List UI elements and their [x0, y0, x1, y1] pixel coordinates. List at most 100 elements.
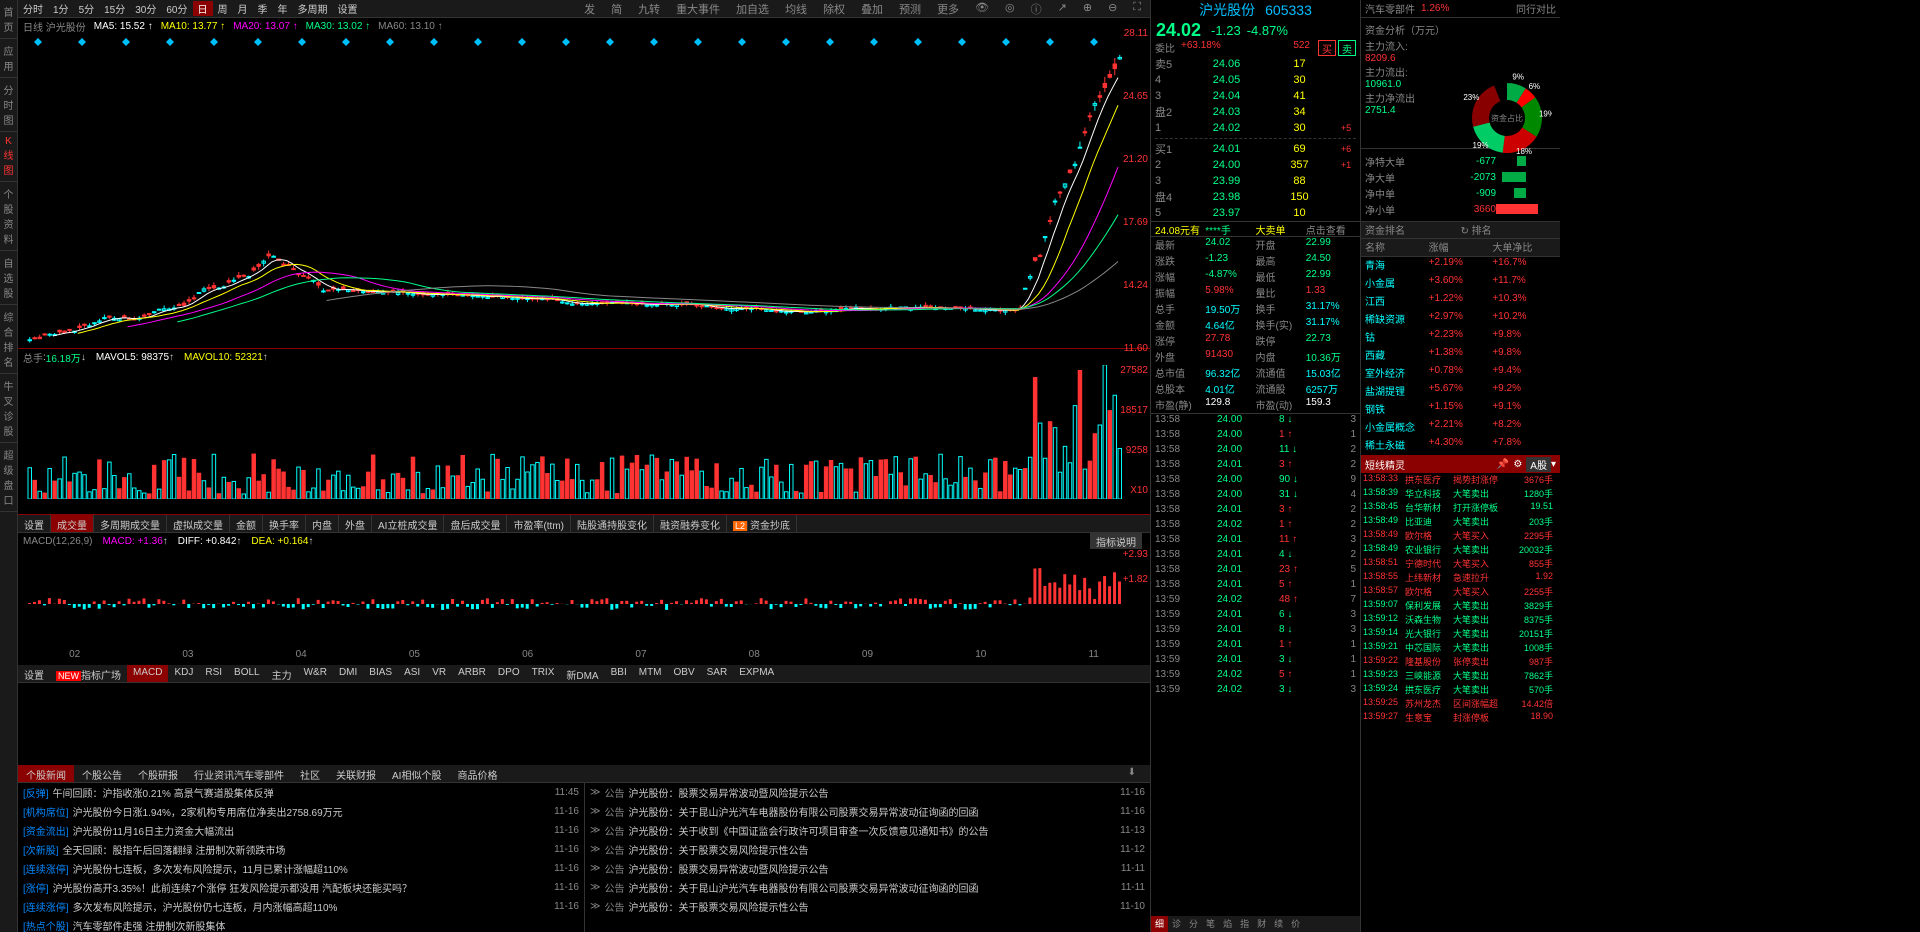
indicator-tab[interactable]: RSI — [199, 665, 228, 682]
news-tab[interactable]: 行业资讯汽车零部件 — [186, 765, 292, 782]
rank-row[interactable]: 小金属概念+2.21%+8.2% — [1361, 419, 1560, 437]
indicator-tab[interactable]: BOLL — [228, 665, 266, 682]
vol-tab[interactable]: 成交量 — [51, 515, 94, 532]
news-item[interactable]: [热点个股]汽车零部件走强 注册制次新股集体 — [18, 916, 584, 932]
rank-row[interactable]: 钴+2.23%+9.8% — [1361, 329, 1560, 347]
vol-tab[interactable]: 盘后成交量 — [444, 515, 507, 532]
toolbar-icon[interactable]: ⓘ — [1026, 1, 1047, 17]
news-tab[interactable]: 个股公告 — [74, 765, 130, 782]
buy-row[interactable]: 323.9988 — [1155, 173, 1356, 189]
timeframe-tab[interactable]: 15分 — [99, 1, 130, 16]
indicator-tab[interactable]: 设置 — [18, 665, 50, 682]
news-item[interactable]: ≫公告沪光股份：关于收到《中国证监会行政许可项目审查一次反馈意见通知书》的公告1… — [585, 821, 1150, 840]
bottom-tab[interactable]: 诊 — [1168, 916, 1185, 932]
nav-item[interactable]: 分时图 — [0, 78, 17, 132]
vol-tab[interactable]: 多周期成交量 — [94, 515, 167, 532]
vol-tab[interactable]: 融资融券变化 — [654, 515, 727, 532]
alert-row[interactable]: 13:59:22隆基股份张停卖出987手 — [1361, 655, 1560, 669]
alert-row[interactable]: 13:59:14光大银行大笔卖出20151手 — [1361, 627, 1560, 641]
rank-row[interactable]: 小金属+3.60%+11.7% — [1361, 275, 1560, 293]
news-tab[interactable]: 社区 — [292, 765, 328, 782]
indicator-tab[interactable]: SAR — [701, 665, 734, 682]
timeframe-tab[interactable]: 周 — [213, 1, 233, 16]
vol-tab[interactable]: 外盘 — [339, 515, 372, 532]
alert-row[interactable]: 13:58:49欧尔格大笔买入2295手 — [1361, 529, 1560, 543]
indicator-tab[interactable]: KDJ — [168, 665, 199, 682]
indicator-tab[interactable]: VR — [426, 665, 452, 682]
toolbar-btn[interactable]: 叠加 — [856, 1, 888, 17]
rank-row[interactable]: 江西+1.22%+10.3% — [1361, 293, 1560, 311]
bottom-tab[interactable]: 财 — [1253, 916, 1270, 932]
timeframe-tab[interactable]: 5分 — [74, 1, 100, 16]
news-item[interactable]: ≫公告沪光股份：关于昆山沪光汽车电器股份有限公司股票交易异常波动征询函的回函11… — [585, 878, 1150, 897]
pin-icon[interactable]: 📌 — [1497, 459, 1509, 470]
news-item[interactable]: ≫公告沪光股份：股票交易异常波动暨风险提示公告11-11 — [585, 859, 1150, 878]
nav-item[interactable]: K线图 — [0, 132, 17, 182]
rank-row[interactable]: 钢铁+1.15%+9.1% — [1361, 401, 1560, 419]
rank-row[interactable]: 西藏+1.38%+9.8% — [1361, 347, 1560, 365]
vol-tab[interactable]: AI立桩成交量 — [372, 515, 444, 532]
bottom-tab[interactable]: 价 — [1287, 916, 1304, 932]
toolbar-btn[interactable]: 简 — [606, 1, 627, 17]
rank-row[interactable]: 盐湖提锂+5.67%+9.2% — [1361, 383, 1560, 401]
news-item[interactable]: [连续涨停]沪光股份七连板，多次发布风险提示，11月已累计涨幅超110%11-1… — [18, 859, 584, 878]
alert-row[interactable]: 13:58:49比亚迪大笔卖出203手 — [1361, 515, 1560, 529]
indicator-tab[interactable]: 新DMA — [560, 665, 604, 682]
buy-row[interactable]: 买124.0169+6 — [1155, 141, 1356, 157]
news-item[interactable]: [连续涨停]多次发布风险提示，沪光股份仍七连板，月内涨幅高超110%11-16 — [18, 897, 584, 916]
timeframe-tab[interactable]: 月 — [233, 1, 253, 16]
compare-button[interactable]: 同行对比 — [1516, 1, 1556, 16]
news-item[interactable]: ≫公告沪光股份：关于昆山沪光汽车电器股份有限公司股票交易异常波动征询函的回函11… — [585, 802, 1150, 821]
toolbar-btn[interactable]: 除权 — [818, 1, 850, 17]
news-tab[interactable]: 关联财报 — [328, 765, 384, 782]
vol-tab[interactable]: 陆股通持股变化 — [571, 515, 654, 532]
vol-tab[interactable]: 内盘 — [306, 515, 339, 532]
news-tab[interactable]: 个股新闻 — [18, 765, 74, 782]
sell-row[interactable]: 卖524.0617 — [1155, 56, 1356, 72]
vol-tab[interactable]: 市盈率(ttm) — [507, 515, 571, 532]
news-item[interactable]: [资金流出]沪光股份11月16日主力资金大幅流出11-16 — [18, 821, 584, 840]
nav-item[interactable]: 综合排名 — [0, 305, 17, 374]
toolbar-btn[interactable]: 重大事件 — [671, 1, 725, 17]
buy-row[interactable]: 523.9710 — [1155, 205, 1356, 221]
indicator-tab[interactable]: MACD — [127, 665, 168, 682]
timeframe-tab[interactable]: 日 — [193, 1, 213, 16]
sell-row[interactable]: 124.0230+5 — [1155, 120, 1356, 136]
indicator-tab[interactable]: BIAS — [363, 665, 398, 682]
news-tab[interactable]: 个股研报 — [130, 765, 186, 782]
bottom-tab[interactable]: 笔 — [1202, 916, 1219, 932]
nav-item[interactable]: 自选股 — [0, 251, 17, 305]
alert-row[interactable]: 13:58:55上纬新材急速拉升1.92 — [1361, 571, 1560, 585]
indicator-tab[interactable]: BBI — [605, 665, 633, 682]
news-tab[interactable]: AI相似个股 — [384, 765, 449, 782]
sell-row[interactable]: 324.0441 — [1155, 88, 1356, 104]
alert-row[interactable]: 13:59:25苏州龙杰区间涨幅超14.42倍 — [1361, 697, 1560, 711]
toolbar-icon[interactable]: ⊖ — [1103, 1, 1122, 17]
rank-row[interactable]: 青海+2.19%+16.7% — [1361, 257, 1560, 275]
macd-chart[interactable]: +2.93+1.82 — [18, 549, 1150, 649]
news-item[interactable]: ≫公告沪光股份：关于股票交易风险提示性公告11-12 — [585, 840, 1150, 859]
bottom-tab[interactable]: 细 — [1151, 916, 1168, 932]
nav-item[interactable]: 首页 — [0, 0, 17, 39]
nav-item[interactable]: 个股资料 — [0, 182, 17, 251]
rank-header[interactable]: 名称 — [1365, 239, 1429, 256]
alert-row[interactable]: 13:58:49农业银行大笔卖出20032手 — [1361, 543, 1560, 557]
indicator-tab[interactable]: MTM — [633, 665, 668, 682]
alert-row[interactable]: 13:58:57欧尔格大笔买入2255手 — [1361, 585, 1560, 599]
indicator-tab[interactable]: TRIX — [526, 665, 561, 682]
alert-row[interactable]: 13:58:45台华新材打开涨停板19.51 — [1361, 501, 1560, 515]
rank-row[interactable]: 稀缺资源+2.97%+10.2% — [1361, 311, 1560, 329]
alert-row[interactable]: 13:59:07保利发展大笔卖出3829手 — [1361, 599, 1560, 613]
alert-row[interactable]: 13:59:21中芯国际大笔卖出1008手 — [1361, 641, 1560, 655]
bottom-tab[interactable]: 焰 — [1219, 916, 1236, 932]
timeframe-tab[interactable]: 30分 — [130, 1, 161, 16]
buy-row[interactable]: 224.00357+1 — [1155, 157, 1356, 173]
buy-button[interactable]: 买 — [1318, 40, 1336, 56]
timeframe-tab[interactable]: 分时 — [18, 1, 48, 16]
chevron-down-icon[interactable]: ▾ — [1551, 459, 1556, 470]
toolbar-btn[interactable]: 发 — [579, 1, 600, 17]
timeframe-tab[interactable]: 60分 — [161, 1, 192, 16]
rank-header[interactable]: 涨幅 — [1429, 239, 1493, 256]
sell-button[interactable]: 卖 — [1338, 40, 1356, 56]
news-item[interactable]: [涨停]沪光股份高开3.35%！此前连续7个涨停 狂发风险提示都没用 汽配板块还… — [18, 878, 584, 897]
